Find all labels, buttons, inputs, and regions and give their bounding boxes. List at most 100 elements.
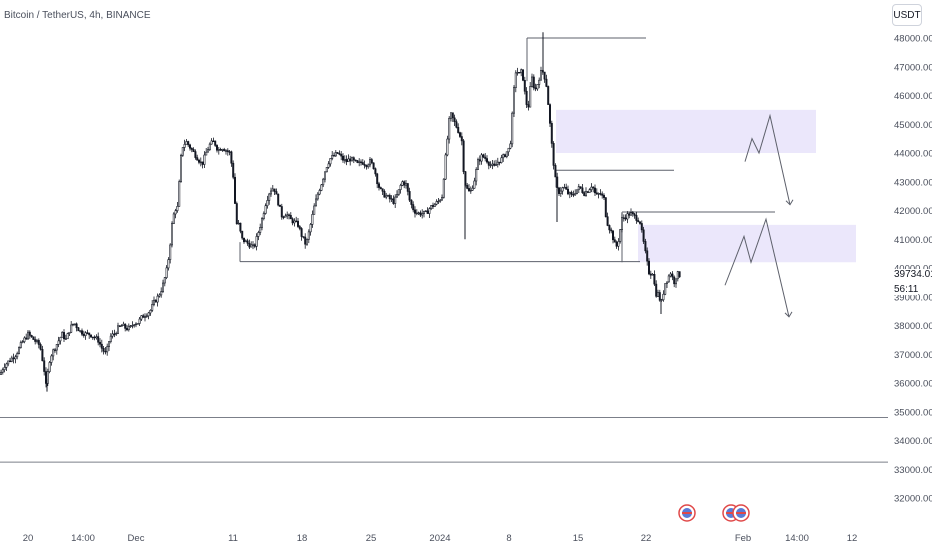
candle — [212, 137, 215, 143]
candle — [295, 216, 298, 223]
candle — [171, 221, 174, 248]
candle-body — [241, 230, 244, 239]
candle-body — [259, 227, 262, 233]
economic-event-icon[interactable] — [732, 504, 750, 522]
candle-body — [624, 217, 627, 220]
candle-body — [237, 222, 240, 225]
candle — [361, 159, 364, 166]
candle-body — [257, 232, 260, 237]
candle — [91, 336, 94, 340]
candle-body — [239, 222, 242, 232]
candle — [174, 208, 177, 219]
supply-zone-2 — [638, 224, 856, 263]
candle-body — [613, 239, 616, 243]
candle — [172, 212, 175, 225]
candle-body — [169, 244, 172, 260]
candle — [284, 213, 287, 218]
candle — [667, 274, 670, 283]
candle-body — [392, 198, 395, 204]
candle-body — [142, 315, 145, 318]
candle — [3, 363, 6, 373]
candle — [154, 299, 157, 303]
candle-body — [21, 341, 24, 343]
candle-body — [160, 291, 163, 296]
candle — [156, 293, 159, 307]
candle-body — [489, 164, 492, 167]
candle — [23, 336, 26, 344]
candle-body — [565, 186, 568, 190]
candle — [509, 140, 512, 150]
y-tick-label: 43000.00 — [894, 177, 932, 188]
candle-body — [23, 337, 26, 342]
candle — [556, 172, 559, 192]
candle-body — [75, 323, 78, 329]
candle-body — [386, 195, 389, 197]
candle — [198, 158, 201, 165]
candle-body — [316, 193, 319, 200]
x-tick-label: 20 — [23, 533, 34, 544]
candle — [413, 206, 416, 218]
candle-body — [669, 273, 672, 277]
y-tick-label: 34000.00 — [894, 436, 932, 447]
candle-body — [568, 192, 571, 195]
candle-body — [262, 213, 265, 219]
candle-body — [379, 187, 382, 190]
candle — [448, 116, 451, 144]
candle — [9, 357, 12, 363]
economic-event-icon[interactable] — [678, 504, 696, 522]
candle — [637, 217, 640, 223]
candle-body — [516, 72, 519, 74]
candle — [620, 213, 623, 233]
candle — [343, 155, 346, 164]
candle-body — [104, 350, 107, 353]
candle — [5, 362, 8, 371]
candle-body — [651, 274, 654, 276]
candle — [446, 135, 449, 157]
currency-button[interactable]: USDT — [892, 4, 922, 26]
candle — [421, 209, 424, 219]
candle — [79, 330, 82, 333]
candle-body — [545, 78, 548, 87]
candle — [187, 140, 190, 148]
x-tick-label: 8 — [506, 533, 511, 544]
flag-stripe — [682, 512, 692, 514]
horizontal-levels — [0, 417, 888, 463]
candle-body — [124, 323, 127, 329]
candle — [226, 148, 229, 156]
candle — [147, 311, 150, 320]
candle — [574, 189, 577, 196]
candle-body — [514, 72, 517, 88]
candle — [255, 233, 258, 251]
candle — [633, 213, 636, 219]
projection-path-2 — [724, 217, 790, 317]
candle — [566, 185, 569, 196]
y-tick-label: 35000.00 — [894, 407, 932, 418]
candle — [658, 289, 661, 302]
candle — [318, 188, 321, 196]
candle-body — [1, 369, 4, 373]
candle-body — [361, 162, 364, 165]
candle-body — [212, 140, 215, 143]
candle — [73, 323, 76, 326]
candle-body — [604, 197, 607, 218]
candle — [478, 155, 481, 166]
candle — [232, 160, 235, 180]
candle-body — [277, 193, 280, 206]
candle — [25, 333, 28, 340]
candle — [239, 222, 242, 234]
candle-body — [111, 333, 114, 337]
candle-body — [10, 357, 13, 362]
candle-body — [376, 173, 379, 185]
candle-body — [336, 152, 339, 154]
candle-body — [626, 213, 629, 220]
candle-body — [372, 162, 375, 170]
candle-body — [181, 147, 184, 156]
candle — [386, 194, 389, 197]
candle-body — [428, 208, 431, 214]
candle-body — [532, 76, 535, 89]
candle-body — [178, 181, 181, 207]
candle-body — [417, 212, 420, 214]
candle — [117, 322, 120, 334]
candle — [431, 202, 434, 210]
